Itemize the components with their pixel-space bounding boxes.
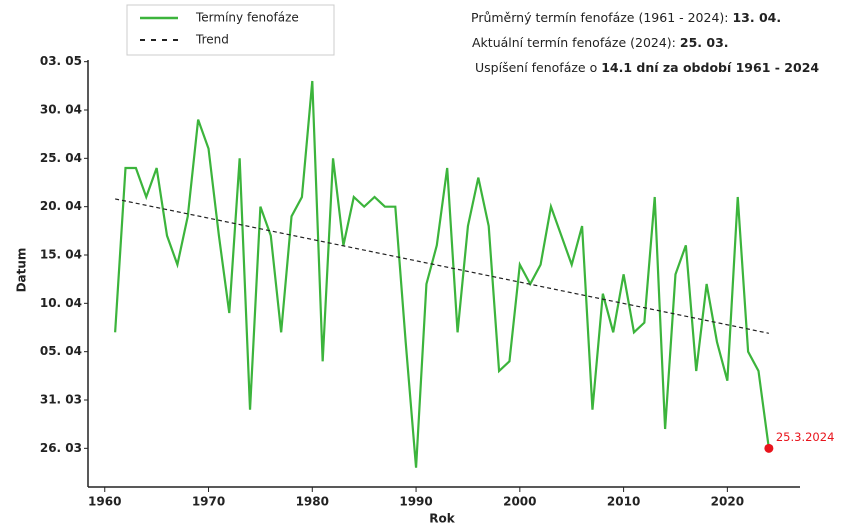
- y-tick-label: 10. 04: [40, 296, 82, 310]
- info-bold: 13. 04.: [732, 10, 781, 25]
- info-text: Uspíšení fenofáze o: [475, 60, 601, 75]
- y-tick-label: 26. 03: [40, 441, 82, 455]
- info-bold: 25. 03.: [680, 35, 729, 50]
- info-line: Aktuální termín fenofáze (2024): 25. 03.: [472, 35, 729, 50]
- legend-label: Trend: [195, 33, 229, 47]
- x-tick-label: 1970: [192, 495, 225, 509]
- info-line: Uspíšení fenofáze o 14.1 dní za období 1…: [475, 60, 819, 75]
- info-bold: 14.1 dní za období 1961 - 2024: [601, 60, 819, 75]
- y-tick-label: 03. 05: [40, 54, 82, 68]
- data-line: [114, 80, 770, 468]
- y-axis-label: Datum: [15, 248, 29, 293]
- x-tick-label: 2000: [503, 495, 536, 509]
- legend-box: [126, 4, 335, 56]
- y-tick-label: 31. 03: [40, 393, 82, 407]
- y-tick-label: 05. 04: [40, 344, 82, 358]
- annotation-label: 25.3.2024: [776, 430, 835, 444]
- legend-label: Termíny fenofáze: [195, 11, 299, 25]
- x-tick-label: 1960: [88, 495, 121, 509]
- y-tick-label: 20. 04: [40, 199, 82, 213]
- x-axis-label: Rok: [429, 512, 455, 526]
- info-text: Aktuální termín fenofáze (2024):: [472, 35, 680, 50]
- annotation-point: [764, 443, 774, 453]
- x-tick-label: 1980: [296, 495, 329, 509]
- trend-line: [115, 198, 769, 334]
- y-tick-label: 15. 04: [40, 248, 82, 262]
- x-tick-label: 2010: [607, 495, 640, 509]
- y-tick-label: 25. 04: [40, 151, 82, 165]
- info-line: Průměrný termín fenofáze (1961 - 2024): …: [471, 10, 781, 25]
- x-tick-label: 1990: [399, 495, 432, 509]
- info-text: Průměrný termín fenofáze (1961 - 2024):: [471, 10, 732, 25]
- x-tick-label: 2020: [711, 495, 744, 509]
- y-tick-label: 30. 04: [40, 103, 82, 117]
